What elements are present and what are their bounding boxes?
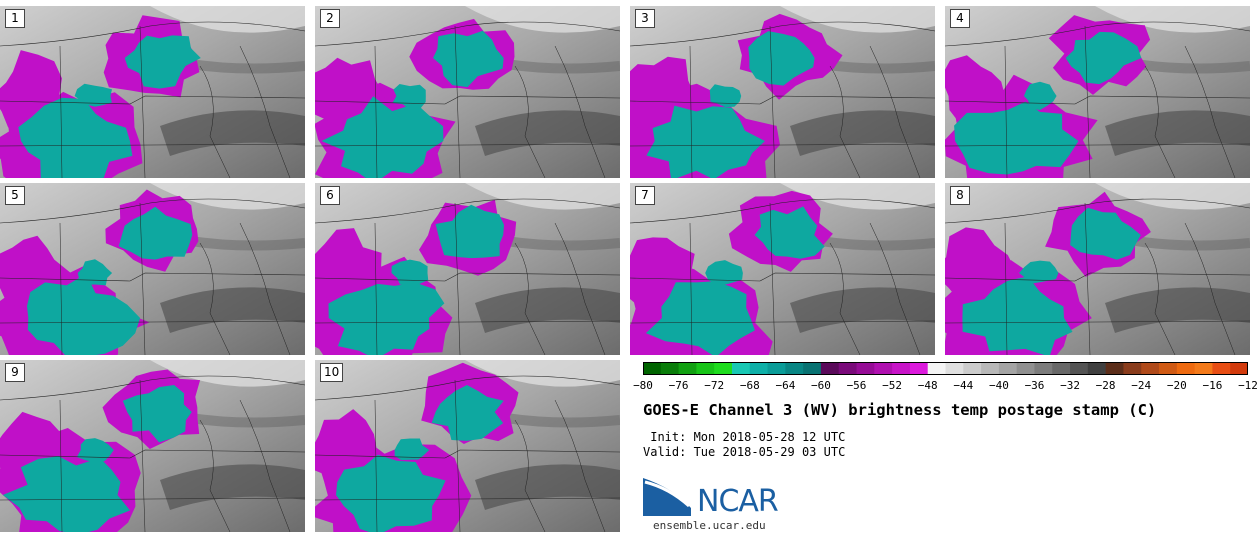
colorbar-tick-label: −28 [1095,379,1116,392]
colorbar-segment [1194,362,1213,375]
postage-stamp-panel: 10 [315,360,620,532]
colorbar-segment [1087,362,1107,375]
ncar-logo-text: NCAR [697,484,779,519]
brightness-temp-map [315,183,620,355]
colorbar-segment [696,362,715,375]
panel-number-label: 9 [5,363,25,382]
postage-stamp-panel: 5 [0,183,305,355]
colorbar-tick-label: −16 [1202,379,1223,392]
colorbar-segment [1105,362,1124,375]
colorbar-segment [643,362,662,375]
colorbar-segment [1159,362,1178,375]
colorbar-tick-label: −52 [882,379,903,392]
colorbar-segment [803,362,822,375]
colorbar-segment [838,362,858,375]
colorbar-segment [1123,362,1142,375]
colorbar-tick-label: −40 [988,379,1009,392]
colorbar-segment [1052,362,1071,375]
colorbar-tick-label: −24 [1131,379,1152,392]
postage-stamp-panel: 8 [945,183,1250,355]
panel-number-label: 8 [950,186,970,205]
panel-number-label: 5 [5,186,25,205]
brightness-temp-map [0,6,305,178]
panel-number-label: 2 [320,9,340,28]
panel-number-label: 1 [5,9,25,28]
brightness-temp-map [630,6,935,178]
colorbar-segment [820,362,840,375]
colorbar-tick-label: −12 [1238,379,1258,392]
colorbar-segment [785,362,804,375]
colorbar-tick-label: −60 [810,379,831,392]
colorbar-segment [1016,362,1035,375]
colorbar-segment [1034,362,1053,375]
colorbar-segment [945,362,964,375]
colorbar-segment [1141,362,1160,375]
colorbar-segment [927,362,946,375]
colorbar-segment [1070,362,1089,375]
colorbar-tick-labels: −80 −76 −72 −68 −64 −60 −56 −52 −48 −44 −40 −36 −32 −… [632,379,1260,393]
panel-number-label: 10 [320,363,344,382]
colorbar-segment [998,362,1018,375]
postage-stamp-panel: 4 [945,6,1250,178]
colorbar-border [643,362,1248,375]
colorbar-segment [749,362,769,375]
panel-number-label: 3 [635,9,655,28]
postage-stamp-panel: 7 [630,183,935,355]
colorbar-segment [678,362,697,375]
valid-time: Valid: Tue 2018-05-29 03 UTC [643,445,846,459]
brightness-temp-map [630,183,935,355]
colorbar [643,362,1248,375]
postage-stamp-panel: 3 [630,6,935,178]
colorbar-tick-label: −76 [668,379,689,392]
postage-stamp-panel: 1 [0,6,305,178]
colorbar-tick-label: −72 [704,379,725,392]
colorbar-tick-label: −80 [633,379,653,392]
brightness-temp-map [945,183,1250,355]
colorbar-segment [1230,362,1248,375]
panel-number-label: 7 [635,186,655,205]
colorbar-segment [660,362,680,375]
colorbar-segment [892,362,911,375]
colorbar-tick-label: −56 [846,379,867,392]
colorbar-segment [981,362,1000,375]
colorbar-segment [714,362,733,375]
colorbar-tick-label: −32 [1060,379,1081,392]
colorbar-segment [1212,362,1231,375]
colorbar-segment [963,362,982,375]
colorbar-segment [909,362,929,375]
figure-title: GOES-E Channel 3 (WV) brightness temp po… [643,401,1157,419]
colorbar-tick-label: −20 [1166,379,1187,392]
colorbar-segment [856,362,875,375]
postage-stamp-panel: 6 [315,183,620,355]
brightness-temp-map [315,6,620,178]
brightness-temp-map [0,183,305,355]
website-url: ensemble.ucar.edu [653,519,766,532]
postage-stamp-panel: 9 [0,360,305,532]
panel-number-label: 4 [950,9,970,28]
colorbar-segment [1176,362,1196,375]
colorbar-segment [731,362,751,375]
colorbar-tick-label: −36 [1024,379,1045,392]
panel-number-label: 6 [320,186,340,205]
ncar-logo-icon [643,478,691,516]
colorbar-segment [767,362,786,375]
colorbar-tick-label: −68 [739,379,760,392]
postage-stamp-panel: 2 [315,6,620,178]
colorbar-segment [874,362,893,375]
colorbar-tick-label: −64 [775,379,796,392]
brightness-temp-map [315,360,620,532]
colorbar-tick-label: −48 [917,379,938,392]
colorbar-tick-label: −44 [953,379,974,392]
brightness-temp-map [0,360,305,532]
brightness-temp-map [945,6,1250,178]
init-time: Init: Mon 2018-05-28 12 UTC [643,430,846,444]
